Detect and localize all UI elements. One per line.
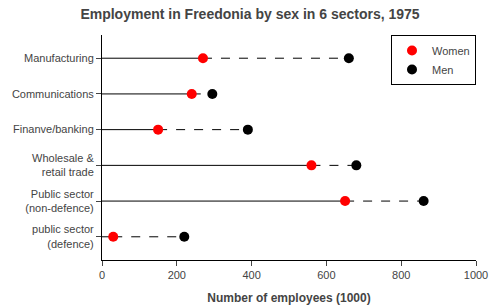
svg-text:Manufacturing: Manufacturing [24,52,94,64]
svg-text:Finanve/banking: Finanve/banking [13,123,94,135]
svg-text:Public sector(non-defence): Public sector(non-defence) [25,188,94,214]
svg-text:400: 400 [242,269,260,281]
svg-text:Women: Women [432,45,470,57]
svg-text:Communications: Communications [12,88,94,100]
svg-text:Number of employees (1000): Number of employees (1000) [207,291,370,305]
svg-text:600: 600 [317,269,335,281]
svg-text:200: 200 [168,269,186,281]
svg-text:800: 800 [392,269,410,281]
svg-text:Men: Men [432,64,453,76]
svg-text:public sector(defence): public sector(defence) [32,223,94,249]
svg-text:0: 0 [99,269,105,281]
svg-text:1000: 1000 [464,269,488,281]
svg-text:Wholesale &retail trade: Wholesale &retail trade [32,152,94,178]
svg-text:Employment in Freedonia by sex: Employment in Freedonia by sex in 6 sect… [80,6,419,22]
